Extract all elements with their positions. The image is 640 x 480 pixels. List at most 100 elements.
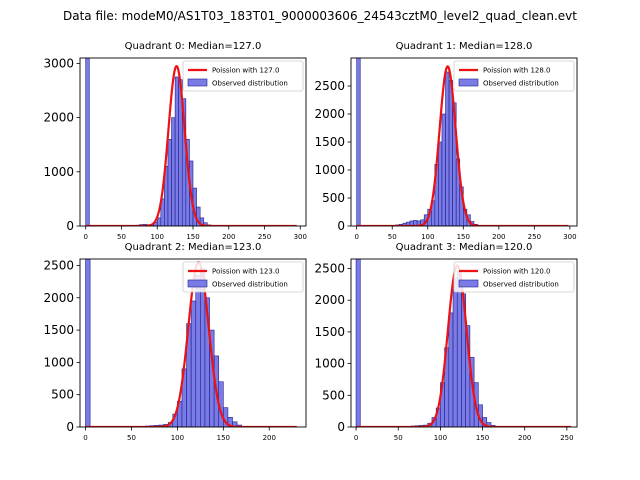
- plot-area: [85, 58, 297, 226]
- x-tick-label: 50: [394, 434, 403, 442]
- y-tick-label: 2000: [43, 291, 74, 305]
- subplot-title: Quadrant 1: Median=128.0: [396, 41, 533, 52]
- x-tick-label: 100: [151, 233, 164, 241]
- legend-box: [182, 261, 304, 293]
- x-tick-label: 250: [560, 434, 573, 442]
- y-tick-label: 1000: [314, 357, 345, 371]
- legend: Poission with 127.0 Observed distribution: [182, 60, 304, 92]
- legend: Poission with 123.0 Observed distribution: [182, 261, 304, 293]
- x-tick-label: 250: [258, 233, 271, 241]
- y-tick-label: 0: [66, 219, 74, 233]
- histogram-bar: [190, 300, 197, 427]
- x-tick-label: 200: [222, 233, 235, 241]
- y-tick-label: 1500: [43, 323, 74, 337]
- y-tick-label: 2000: [314, 293, 345, 307]
- x-tick-label: 150: [217, 434, 230, 442]
- x-tick-label: 300: [294, 233, 307, 241]
- legend: Poission with 128.0 Observed distribution: [453, 60, 575, 92]
- legend-box: [182, 60, 304, 92]
- plot-area: [356, 58, 569, 226]
- x-tick-label: 50: [127, 434, 136, 442]
- x-tick-label: 100: [434, 434, 447, 442]
- histogram-bar: [445, 71, 450, 226]
- histogram-bar: [85, 259, 91, 427]
- x-tick-label: 150: [476, 434, 489, 442]
- x-tick-label: 100: [421, 233, 434, 241]
- x-tick-label: 200: [263, 434, 276, 442]
- x-tick-label: 0: [83, 434, 87, 442]
- y-tick-label: 2500: [314, 262, 345, 276]
- x-tick-label: 150: [186, 233, 199, 241]
- legend-bar-label: Observed distribution: [212, 281, 288, 289]
- legend-curve-label: Poission with 120.0: [483, 268, 551, 276]
- histogram-bar: [232, 421, 238, 427]
- subplot-quadrant-0: 0 50 100 150 200 250 3000100020003000Quadrant …: [43, 41, 307, 241]
- x-tick-label: 100: [171, 434, 184, 442]
- histogram-bar: [195, 274, 201, 427]
- histogram-bar: [85, 58, 90, 226]
- subplot-quadrant-1: 0 50 100 150 200 250 300 0 500 1000 1500 2000 2500 Qu…: [314, 41, 578, 241]
- poisson-curve: [356, 264, 572, 427]
- y-tick-label: 0: [337, 420, 345, 434]
- legend-bar-swatch: [187, 279, 208, 288]
- y-tick-label: 1000: [43, 355, 74, 369]
- y-tick-label: 500: [51, 388, 74, 402]
- x-tick-label: 250: [528, 233, 541, 241]
- y-tick-label: 0: [66, 420, 74, 434]
- plot-area: [355, 259, 572, 427]
- figure-title: Data file: modeM0/AS1T03_183T01_90000036…: [63, 9, 577, 23]
- y-tick-label: 500: [322, 191, 345, 205]
- x-tick-label: 150: [457, 233, 470, 241]
- legend-bar-label: Observed distribution: [483, 281, 559, 289]
- histogram-bar: [356, 58, 361, 226]
- axes-frame: [79, 258, 307, 428]
- y-tick-label: 2500: [43, 258, 74, 272]
- y-tick-label: 1500: [314, 135, 345, 149]
- legend-box: [453, 261, 575, 293]
- x-tick-label: 200: [492, 233, 505, 241]
- histogram-bar: [448, 80, 453, 226]
- y-tick-label: 1500: [314, 325, 345, 339]
- legend-curve-label: Poission with 127.0: [212, 67, 280, 75]
- axes-frame: [350, 258, 578, 428]
- poisson-curve: [85, 261, 297, 427]
- y-tick-label: 2500: [314, 79, 345, 93]
- subplot-title: Quadrant 2: Median=123.0: [125, 242, 262, 253]
- histogram-bar: [199, 217, 205, 226]
- histogram-bar: [167, 138, 172, 226]
- legend-box: [453, 60, 575, 92]
- subplot-title: Quadrant 0: Median=127.0: [125, 41, 262, 52]
- x-tick-label: 50: [117, 233, 126, 241]
- y-tick-label: 1000: [43, 165, 74, 179]
- poisson-curve: [356, 65, 569, 226]
- legend-curve-label: Poission with 128.0: [483, 67, 551, 75]
- y-tick-label: 1000: [314, 163, 345, 177]
- y-tick-label: 0: [337, 219, 345, 233]
- legend: Poission with 120.0 Observed distribution: [453, 261, 575, 293]
- x-tick-label: 0: [354, 434, 358, 442]
- histogram-bar: [441, 113, 446, 226]
- histogram-bar: [452, 277, 458, 427]
- histogram-bar: [171, 117, 176, 226]
- legend-bar-swatch: [187, 78, 208, 87]
- y-tick-label: 500: [322, 388, 345, 402]
- y-tick-label: 2000: [314, 107, 345, 121]
- legend-curve-label: Poission with 123.0: [212, 268, 280, 276]
- y-tick-label: 3000: [43, 56, 74, 70]
- subplot-title: Quadrant 3: Median=120.0: [396, 242, 533, 253]
- x-tick-label: 0: [354, 233, 358, 241]
- x-tick-label: 200: [518, 434, 531, 442]
- legend-bar-swatch: [458, 279, 479, 288]
- legend-bar-swatch: [458, 78, 479, 87]
- x-tick-label: 300: [563, 233, 576, 241]
- x-tick-label: 50: [388, 233, 397, 241]
- histogram-bar: [174, 76, 179, 226]
- histogram-bar: [448, 312, 454, 427]
- histogram-bar: [355, 259, 361, 427]
- x-tick-label: 0: [83, 233, 87, 241]
- histogram-bar: [456, 271, 462, 427]
- poisson-curve: [85, 64, 297, 226]
- y-tick-label: 2000: [43, 111, 74, 125]
- subplot-quadrant-2: 0 50 100 150 20005001000150020002500Quadrant…: [43, 242, 307, 442]
